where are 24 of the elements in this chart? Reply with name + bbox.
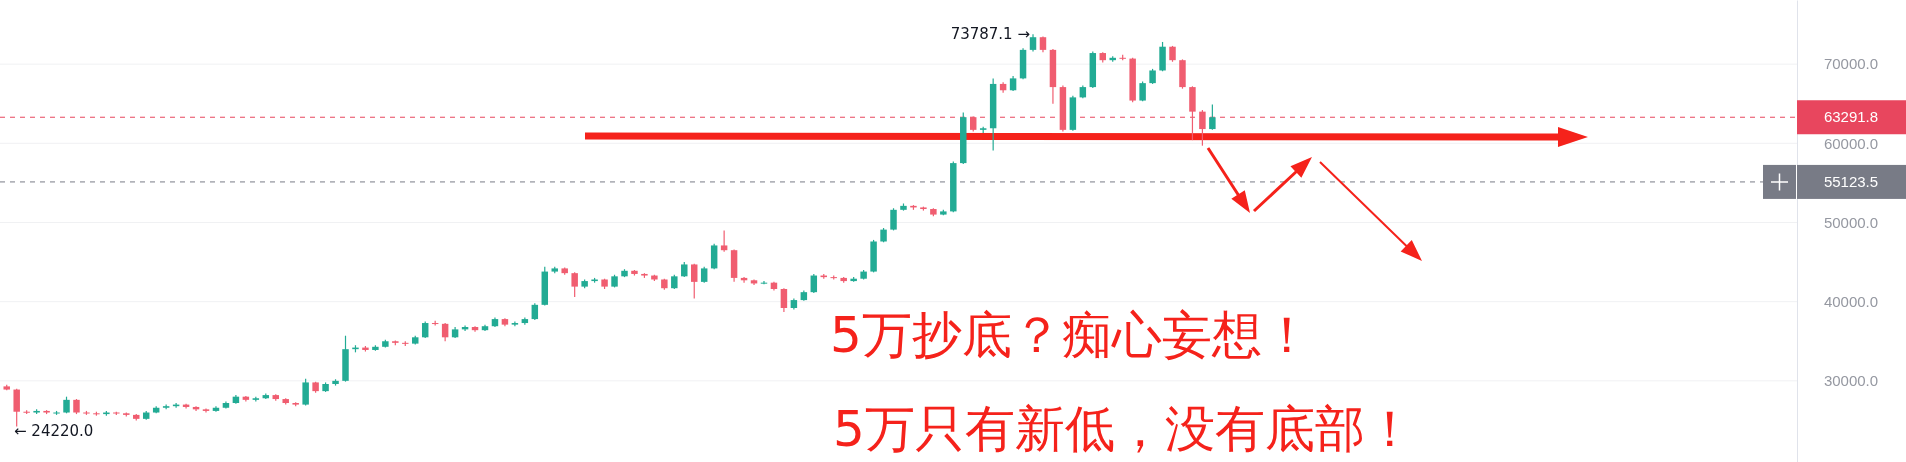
y-tick-label: 60000.0	[1823, 134, 1879, 152]
annotation: ← 24220.0	[14, 422, 94, 441]
ref-line-label: 55123.5	[1823, 173, 1879, 191]
y-tick-label: 70000.0	[1823, 55, 1879, 73]
y-tick-label: 40000.0	[1823, 292, 1879, 310]
annotation: 5万抄底？痴心妄想！	[830, 306, 1312, 364]
y-tick-label: 50000.0	[1823, 213, 1879, 231]
ref-line-label: 63291.8	[1823, 108, 1879, 126]
candlestick	[720, 229, 728, 253]
candlestick	[1209, 103, 1216, 131]
candlestick	[441, 322, 449, 342]
candlestick	[13, 388, 20, 428]
candlestick	[760, 280, 768, 285]
candlestick	[571, 271, 578, 298]
candlestick	[1159, 41, 1166, 72]
candlestick	[710, 243, 718, 270]
candlestick	[1199, 109, 1206, 147]
candlestick	[691, 263, 698, 300]
annotation: 5万只有新低，没有底部！	[833, 400, 1415, 458]
annotation: 73787.1 →	[950, 25, 1030, 44]
candlestick	[302, 378, 309, 406]
candlestick	[511, 320, 519, 327]
y-tick-label: 30000.0	[1823, 372, 1879, 390]
candlestick	[780, 287, 788, 313]
